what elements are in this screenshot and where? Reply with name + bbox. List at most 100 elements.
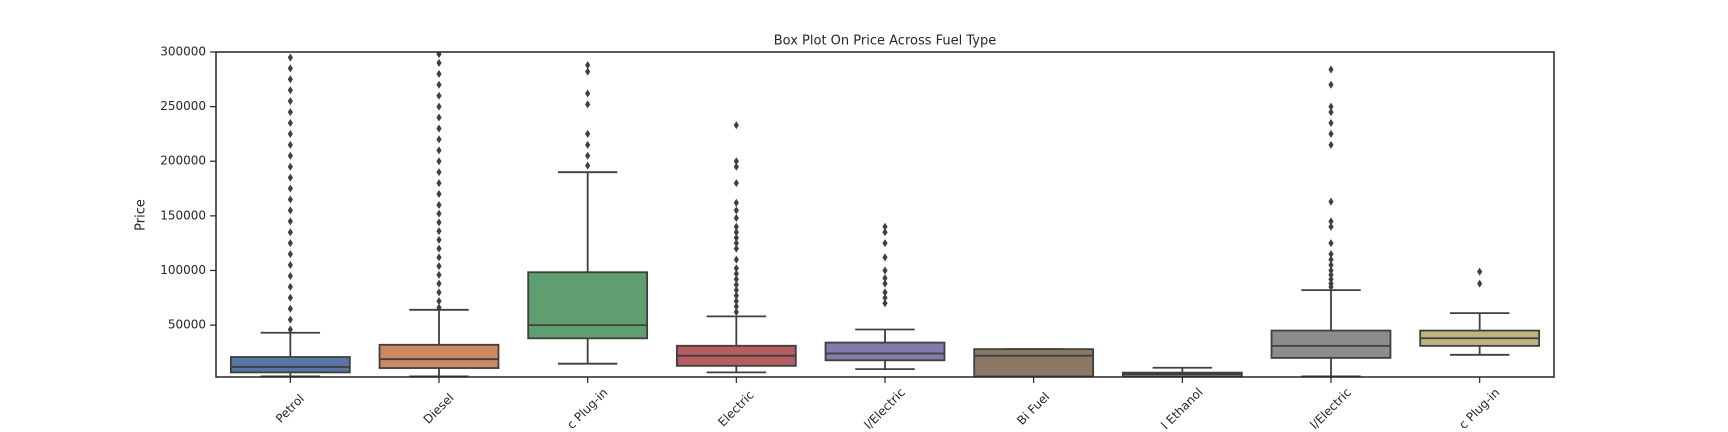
outlier: [882, 279, 888, 288]
outlier: [436, 218, 442, 227]
outlier: [436, 190, 442, 199]
outlier: [733, 269, 739, 278]
outlier: [733, 280, 739, 289]
outlier: [436, 168, 442, 177]
outlier: [1328, 261, 1334, 270]
outlier: [287, 250, 293, 259]
y-tick-label: 300000: [160, 45, 206, 59]
outlier: [882, 299, 888, 308]
y-tick-label: 250000: [160, 99, 206, 113]
outlier: [733, 302, 739, 311]
outlier: [287, 325, 293, 334]
outlier: [1328, 279, 1334, 288]
outlier: [733, 255, 739, 264]
outlier: [436, 91, 442, 100]
box: [527, 271, 649, 340]
outlier: [1328, 222, 1334, 231]
y-tick-label: 100000: [160, 263, 206, 277]
outlier: [287, 184, 293, 193]
y-tick-label: 150000: [160, 208, 206, 222]
outlier: [585, 100, 591, 109]
outlier: [585, 89, 591, 98]
outlier: [733, 297, 739, 306]
chart-title: Box Plot On Price Across Fuel Type: [774, 34, 997, 49]
outlier: [1328, 217, 1334, 226]
outlier: [287, 293, 293, 302]
box: [973, 348, 1095, 377]
plot-area: [229, 52, 1541, 377]
outlier: [287, 140, 293, 149]
x-tick-label: c Plug-in: [564, 385, 610, 431]
outlier: [287, 151, 293, 160]
outlier: [733, 222, 739, 231]
outlier: [287, 53, 293, 62]
outlier: [287, 282, 293, 291]
box: [1270, 329, 1392, 359]
y-tick-label: 200000: [160, 154, 206, 168]
outlier: [733, 162, 739, 171]
outlier: [287, 239, 293, 248]
outlier: [1328, 266, 1334, 275]
outlier: [436, 270, 442, 279]
outlier: [1477, 279, 1483, 288]
outlier: [733, 286, 739, 295]
outlier: [436, 69, 442, 78]
outlier: [1328, 275, 1334, 284]
outlier: [882, 288, 888, 297]
outlier: [436, 200, 442, 209]
outlier: [882, 222, 888, 231]
outlier: [436, 303, 442, 312]
outlier: [733, 291, 739, 300]
x-tick-label: Bi Fuel: [1014, 390, 1052, 428]
outlier: [287, 261, 293, 270]
outlier: [585, 129, 591, 138]
outlier: [436, 157, 442, 166]
outlier: [733, 239, 739, 248]
outlier: [1328, 108, 1334, 117]
outlier: [733, 157, 739, 166]
outlier: [882, 266, 888, 275]
x-tick-label: Diesel: [421, 391, 457, 427]
outlier: [287, 271, 293, 280]
x-tick-label: Electric: [715, 388, 756, 429]
outlier: [733, 121, 739, 130]
box: [378, 343, 500, 369]
outlier: [287, 129, 293, 138]
outlier: [1328, 65, 1334, 74]
outlier: [1328, 197, 1334, 206]
outlier: [436, 124, 442, 133]
outlier: [1477, 267, 1483, 276]
box: [824, 341, 946, 362]
outlier: [436, 244, 442, 253]
outlier: [585, 61, 591, 70]
outlier: [436, 279, 442, 288]
outlier: [1328, 129, 1334, 138]
outlier: [882, 293, 888, 302]
outlier: [287, 75, 293, 84]
outlier: [733, 214, 739, 223]
outlier: [733, 264, 739, 273]
outlier: [882, 228, 888, 237]
x-tick-label: Petrol: [273, 392, 307, 426]
outlier: [436, 209, 442, 218]
x-tick-label: l Ethanol: [1158, 385, 1205, 432]
outlier: [436, 235, 442, 244]
outlier: [436, 135, 442, 144]
outlier: [287, 119, 293, 128]
outlier: [733, 228, 739, 237]
outlier: [882, 253, 888, 262]
x-tick-label: l/Electric: [1307, 385, 1354, 432]
outlier: [733, 233, 739, 242]
outlier: [1328, 250, 1334, 259]
outlier: [287, 108, 293, 117]
outlier: [1328, 119, 1334, 128]
axes-frame: [215, 51, 1555, 378]
outlier: [882, 274, 888, 283]
outlier: [1328, 140, 1334, 149]
outlier: [287, 315, 293, 324]
outlier: [733, 244, 739, 253]
outlier: [436, 52, 442, 59]
outlier: [287, 97, 293, 106]
outlier: [287, 304, 293, 313]
